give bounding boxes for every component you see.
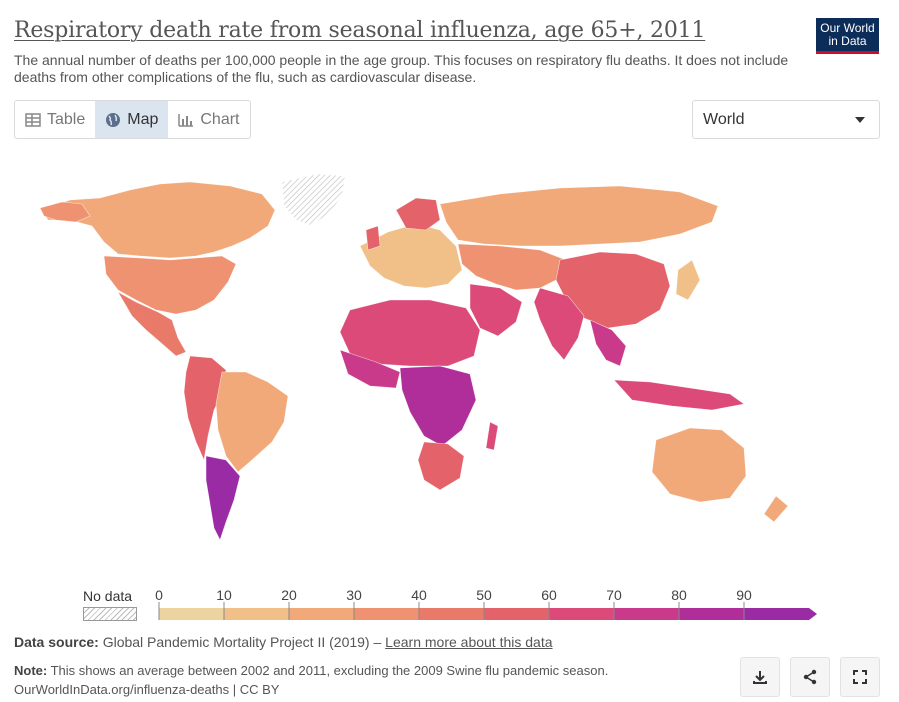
legend-swatch[interactable] — [224, 608, 289, 620]
source-label: Data source: — [14, 634, 99, 650]
chart-url[interactable]: OurWorldInData.org/influenza-deaths | CC… — [14, 682, 280, 697]
fullscreen-icon — [853, 670, 867, 684]
owid-logo[interactable]: Our World in Data — [816, 18, 879, 54]
legend-tick-label: 50 — [476, 587, 492, 603]
region-greenland — [281, 173, 346, 227]
region-argentina — [205, 455, 241, 541]
legend-swatch[interactable] — [744, 608, 809, 620]
legend-arrow — [809, 608, 817, 620]
tab-chart[interactable]: Chart — [168, 101, 249, 138]
legend-tick-label: 30 — [346, 587, 362, 603]
region-central-africa — [399, 365, 477, 447]
legend-no-data-swatch — [83, 607, 137, 621]
legend-swatch[interactable] — [354, 608, 419, 620]
share-icon — [803, 669, 817, 685]
note-label: Note: — [14, 663, 48, 678]
logo-line-2: in Data — [828, 34, 867, 48]
region-canada — [41, 181, 276, 259]
legend-swatch[interactable] — [289, 608, 354, 620]
chart-note: Note: This shows an average between 2002… — [14, 661, 608, 699]
tab-table-label: Table — [47, 110, 86, 128]
region-central-asia — [457, 243, 567, 291]
logo-line-1: Our World — [820, 21, 875, 35]
region-mexico — [117, 291, 187, 357]
tab-chart-label: Chart — [200, 110, 240, 128]
region-india — [533, 287, 585, 361]
region-select[interactable]: World — [692, 100, 880, 139]
color-legend: 0 10 20 30 40 50 60 70 80 90 — [155, 587, 817, 620]
legend-tick-label: 70 — [606, 587, 622, 603]
legend-swatch[interactable] — [679, 608, 744, 620]
region-se-asia — [589, 319, 627, 367]
learn-more-link[interactable]: Learn more about this data — [385, 634, 553, 650]
legend-tick-label: 60 — [541, 587, 557, 603]
region-arabia — [469, 283, 523, 337]
chart-title: Respiratory death rate from seasonal inf… — [14, 18, 706, 43]
caret-down-icon — [855, 117, 865, 123]
region-russia — [439, 185, 719, 247]
legend-tick-label: 20 — [281, 587, 297, 603]
region-australia — [651, 427, 747, 503]
region-madagascar — [485, 421, 499, 451]
legend-swatch[interactable] — [484, 608, 549, 620]
share-button[interactable] — [790, 657, 830, 697]
download-button[interactable] — [740, 657, 780, 697]
region-south-africa — [417, 441, 465, 491]
legend-swatch[interactable] — [614, 608, 679, 620]
region-north-africa — [339, 299, 481, 367]
legend-swatch[interactable] — [549, 608, 614, 620]
legend-swatch[interactable] — [159, 608, 224, 620]
world-map — [39, 173, 789, 541]
legend-tick-label: 80 — [671, 587, 687, 603]
legend-tick-label: 90 — [736, 587, 752, 603]
note-text: This shows an average between 2002 and 2… — [50, 663, 609, 678]
region-andes — [183, 355, 227, 462]
tab-map[interactable]: Map — [95, 101, 169, 138]
table-icon — [25, 112, 41, 127]
region-west-africa — [339, 349, 401, 389]
region-uk — [365, 225, 381, 251]
download-icon — [753, 671, 767, 684]
chart-icon — [178, 113, 194, 127]
fullscreen-button[interactable] — [840, 657, 880, 697]
data-source: Data source: Global Pandemic Mortality P… — [14, 634, 553, 650]
region-indonesia — [613, 379, 745, 411]
tab-table[interactable]: Table — [15, 101, 95, 138]
legend-tick-label: 10 — [216, 587, 232, 603]
legend-swatch[interactable] — [419, 608, 484, 620]
region-japan — [675, 259, 701, 301]
globe-icon — [106, 112, 121, 127]
legend-tick-label: 40 — [411, 587, 427, 603]
legend-no-data-label: No data — [83, 588, 133, 604]
legend-tick-label: 0 — [155, 587, 163, 603]
tab-map-label: Map — [127, 110, 159, 128]
region-alaska — [39, 201, 91, 223]
region-brazil — [215, 371, 289, 473]
chart-subtitle: The annual number of deaths per 100,000 … — [14, 52, 789, 85]
region-usa — [103, 255, 237, 315]
region-scandinavia — [395, 197, 441, 231]
source-text: Global Pandemic Mortality Project II (20… — [102, 634, 382, 650]
region-new-zealand — [763, 495, 789, 523]
view-tabs: Table Map Chart — [14, 100, 251, 139]
region-select-value: World — [703, 110, 745, 128]
